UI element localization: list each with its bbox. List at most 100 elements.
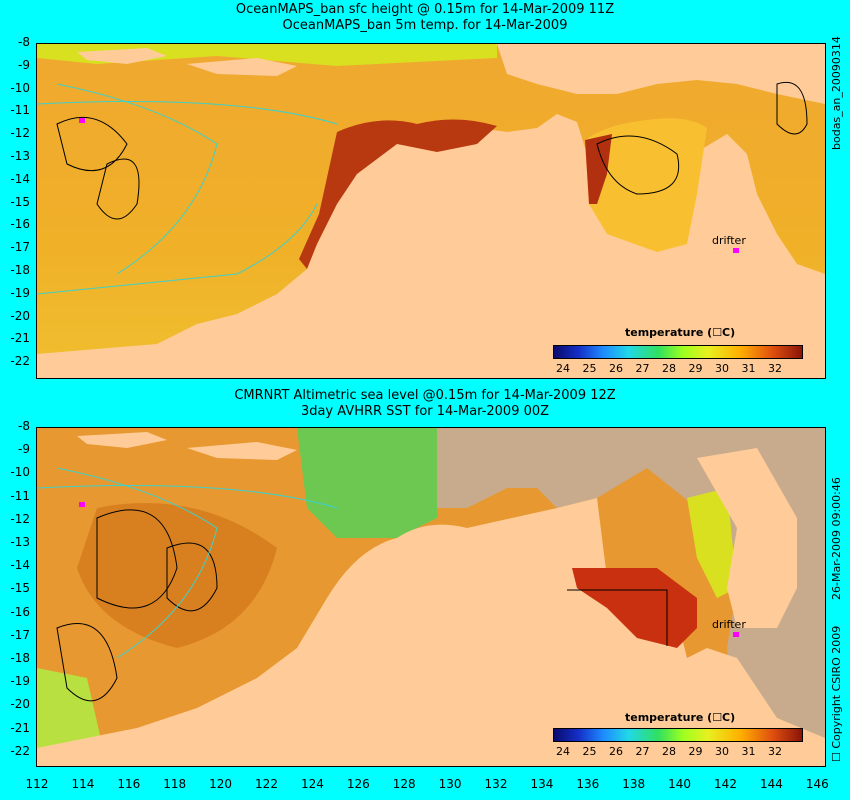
top-ssh-contour bbox=[596, 135, 679, 195]
top-map-svg bbox=[37, 44, 825, 378]
bottom-y-tick-label: -18 bbox=[10, 651, 30, 665]
bottom-colorbar-tick-label: 24 bbox=[556, 745, 570, 758]
bottom-land-australia bbox=[37, 498, 825, 766]
top-bathy-contour bbox=[56, 83, 218, 275]
bottom-land-cape-york bbox=[697, 448, 797, 628]
bottom-drifter-marker[interactable] bbox=[733, 632, 739, 637]
top-colorbar-tick-label: 26 bbox=[609, 362, 623, 375]
x-tick-label: 140 bbox=[668, 777, 692, 791]
x-tick-label: 126 bbox=[346, 777, 370, 791]
x-tick-label: 144 bbox=[759, 777, 783, 791]
x-tick-label: 116 bbox=[117, 777, 141, 791]
bottom-cape-warm bbox=[687, 488, 737, 598]
bottom-copyright-label: ☐ Copyright CSIRO 2009 bbox=[830, 625, 843, 762]
x-tick-label: 120 bbox=[209, 777, 233, 791]
x-tick-label: 130 bbox=[438, 777, 462, 791]
top-colorbar-tick-label: 31 bbox=[741, 362, 756, 375]
top-hot-coastal-band bbox=[299, 119, 497, 269]
bottom-drifter-track bbox=[79, 502, 85, 507]
bottom-bathy-contour bbox=[56, 467, 218, 659]
bottom-y-tick-label: -17 bbox=[10, 627, 30, 642]
top-colorbar-tick-label: 30 bbox=[715, 362, 729, 375]
x-tick-label: 124 bbox=[300, 777, 324, 791]
top-title-line2: OceanMAPS_ban 5m temp. for 14-Mar-2009 bbox=[282, 18, 568, 33]
bottom-map-panel[interactable] bbox=[36, 427, 826, 767]
bottom-y-tick-label: -13 bbox=[10, 535, 30, 549]
top-bathy-contour bbox=[37, 203, 318, 295]
bottom-warm-patch bbox=[77, 503, 277, 648]
x-tick-label: 114 bbox=[71, 777, 95, 791]
bottom-colorbar-tick-label: 31 bbox=[741, 745, 756, 758]
bottom-gulf-hot bbox=[572, 568, 697, 648]
top-ssh-contour bbox=[776, 82, 808, 135]
top-y-tick-label: -18 bbox=[10, 263, 30, 277]
bottom-colorbar-tick-label: 32 bbox=[768, 745, 782, 758]
bottom-colorbar-tick-label: 26 bbox=[609, 745, 623, 758]
top-land-australia bbox=[37, 114, 825, 378]
top-map-panel[interactable] bbox=[36, 43, 826, 379]
bottom-ssh-contour bbox=[567, 589, 668, 646]
top-gulf-water bbox=[585, 118, 707, 252]
top-colorbar-tick-label: 24 bbox=[556, 362, 570, 375]
top-bathy-contour bbox=[37, 101, 338, 125]
top-ssh-contour bbox=[96, 158, 140, 220]
bottom-y-tick-label: -22 bbox=[10, 743, 30, 758]
bottom-land-timor bbox=[187, 442, 297, 460]
bottom-colorbar-tick-label: 27 bbox=[635, 745, 650, 758]
top-land-new-guinea bbox=[497, 44, 825, 104]
top-shelf-band bbox=[37, 44, 497, 66]
top-colorbar-tick-label: 27 bbox=[635, 362, 650, 375]
x-tick-label: 128 bbox=[392, 777, 416, 791]
top-y-tick-label: -14 bbox=[10, 171, 30, 186]
top-y-tick-label: -21 bbox=[10, 331, 30, 346]
bottom-drifter-label: drifter bbox=[712, 618, 746, 631]
bottom-title-line2: 3day AVHRR SST for 14-Mar-2009 00Z bbox=[300, 404, 550, 419]
x-tick-label: 142 bbox=[714, 777, 737, 791]
top-y-tick-label: -8 bbox=[18, 35, 30, 49]
top-drifter-marker[interactable] bbox=[733, 248, 739, 253]
bottom-ssh-contour bbox=[166, 542, 218, 612]
bottom-y-tick-label: -9 bbox=[18, 442, 30, 457]
top-y-tick-label: -22 bbox=[10, 354, 30, 369]
top-y-tick-label: -11 bbox=[10, 103, 30, 118]
top-y-tick-label: -17 bbox=[10, 240, 30, 255]
bottom-y-tick-label: -16 bbox=[10, 604, 30, 619]
top-ssh-contour bbox=[56, 116, 128, 172]
bottom-bathy-contour bbox=[37, 485, 338, 509]
bottom-title-line1: CMRNRT Altimetric sea level @0.15m for 1… bbox=[234, 388, 616, 403]
top-land-sumba bbox=[77, 48, 167, 64]
top-y-tick-label: -15 bbox=[10, 194, 30, 209]
x-tick-label: 146 bbox=[805, 777, 829, 791]
bottom-y-tick-label: -14 bbox=[10, 558, 30, 573]
bottom-side-label: 26-Mar-2009 09:00:46 bbox=[830, 477, 843, 600]
top-y-tick-label: -12 bbox=[10, 126, 30, 141]
bottom-y-tick-label: -12 bbox=[10, 511, 30, 526]
bottom-y-tick-label: -10 bbox=[10, 465, 30, 480]
top-colorbar-tick-label: 32 bbox=[768, 362, 782, 375]
top-y-tick-label: -16 bbox=[10, 217, 30, 232]
top-y-tick-label: -9 bbox=[18, 57, 30, 72]
bottom-legend-title: temperature (☐C) bbox=[625, 711, 736, 724]
bottom-y-tick-label: -19 bbox=[10, 674, 30, 689]
bottom-ssh-contour bbox=[56, 623, 118, 702]
x-tick-label: 118 bbox=[163, 777, 187, 791]
top-drifter-label: drifter bbox=[712, 234, 746, 247]
top-drifter-track bbox=[79, 118, 85, 123]
x-tick-label: 122 bbox=[255, 777, 278, 791]
bottom-y-tick-label: -15 bbox=[10, 581, 30, 596]
top-colorbar-tick-label: 29 bbox=[688, 362, 703, 375]
x-tick-label: 136 bbox=[576, 777, 600, 791]
bottom-colorbar-tick-label: 30 bbox=[715, 745, 729, 758]
bottom-cool-band bbox=[297, 428, 437, 538]
bottom-y-tick-label: -21 bbox=[10, 720, 30, 735]
bottom-colorbar-tick-label: 29 bbox=[688, 745, 703, 758]
x-tick-label: 138 bbox=[622, 777, 646, 791]
top-colorbar bbox=[553, 345, 803, 359]
top-gulf-hotspot bbox=[585, 134, 612, 204]
top-colorbar-tick-label: 28 bbox=[662, 362, 676, 375]
x-tick-label: 112 bbox=[25, 777, 49, 791]
top-title-line1: OceanMAPS_ban sfc height @ 0.15m for 14-… bbox=[235, 2, 615, 17]
top-y-tick-label: -13 bbox=[10, 149, 30, 163]
x-tick-label: 132 bbox=[484, 777, 508, 791]
top-y-tick-label: -20 bbox=[10, 308, 30, 323]
